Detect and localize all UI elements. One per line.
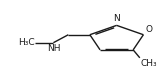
Text: CH₃: CH₃	[141, 59, 157, 68]
Text: O: O	[146, 25, 153, 34]
Text: N: N	[113, 14, 120, 23]
Text: H₃C: H₃C	[18, 38, 34, 47]
Text: NH: NH	[47, 44, 61, 53]
